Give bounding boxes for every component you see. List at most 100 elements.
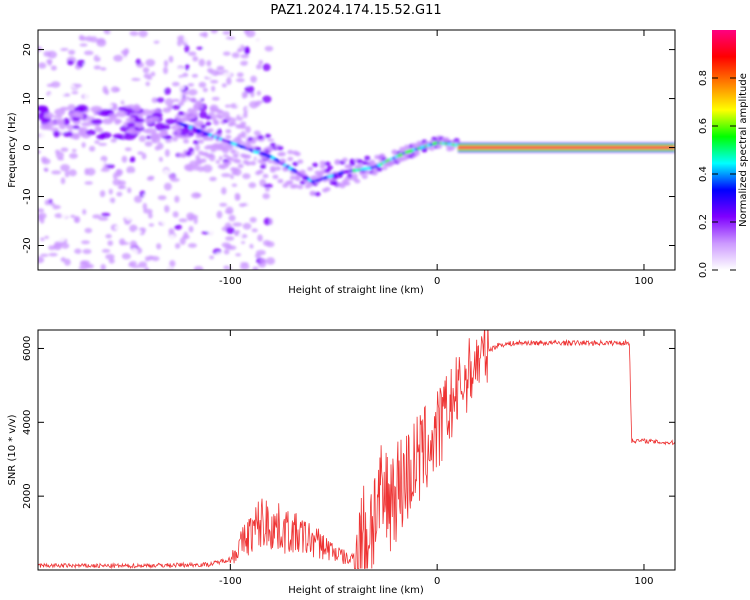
noise-blob	[44, 112, 54, 119]
x-tick-label: 0	[434, 576, 440, 587]
noise-blob	[54, 108, 66, 116]
noise-blob	[159, 129, 169, 137]
noise-blob	[71, 254, 77, 261]
noise-blob	[242, 111, 248, 119]
ridge-blob	[225, 134, 232, 140]
noise-blob	[173, 90, 183, 96]
noise-blob	[244, 80, 250, 87]
noise-blob	[70, 44, 77, 51]
noise-blob	[208, 208, 216, 214]
ridge-blob	[220, 146, 227, 152]
ridge-blob	[364, 170, 371, 175]
noise-blob	[68, 112, 79, 117]
noise-blob	[105, 253, 115, 260]
ridge-blob	[336, 173, 343, 178]
noise-blob	[38, 105, 49, 112]
noise-blob	[74, 50, 84, 58]
noise-blob	[196, 46, 204, 50]
noise-blob	[56, 234, 66, 243]
ridge-blob	[262, 173, 269, 179]
noise-blob	[216, 65, 225, 71]
noise-blob	[123, 56, 133, 60]
noise-blob	[262, 95, 272, 103]
ridge-blob	[232, 167, 239, 172]
noise-blob	[222, 30, 232, 35]
ridge-blob	[369, 159, 376, 165]
ridge-blob	[331, 175, 338, 180]
ridge-blob	[197, 150, 204, 156]
noise-blob	[142, 67, 150, 74]
noise-blob	[100, 67, 107, 71]
noise-blob	[144, 128, 157, 135]
noise-blob	[105, 104, 113, 109]
noise-blob	[131, 77, 141, 81]
noise-blob	[55, 151, 64, 159]
noise-blob	[193, 217, 198, 225]
noise-blob	[229, 174, 235, 180]
noise-blob	[104, 89, 110, 96]
ridge-blob	[279, 158, 286, 164]
noise-blob	[162, 66, 169, 75]
noise-blob	[222, 72, 232, 77]
snr-axis-ticks: -100 0 100 2000 4000 6000	[22, 330, 675, 587]
noise-blob	[94, 140, 100, 144]
noise-blob	[123, 133, 136, 141]
noise-blob	[71, 91, 79, 95]
noise-blob	[48, 93, 55, 101]
ridge-blob	[292, 161, 299, 167]
ridge-blob	[207, 128, 214, 133]
noise-blob	[78, 266, 88, 270]
ridge-blob	[175, 133, 182, 139]
ridge-blob	[240, 124, 247, 129]
noise-blob	[98, 142, 107, 146]
noise-blob	[245, 66, 252, 71]
noise-blob	[44, 205, 54, 210]
ridge-blob	[245, 161, 252, 166]
noise-blob	[86, 167, 96, 176]
noise-blob	[174, 224, 183, 230]
noise-blob	[168, 55, 174, 63]
noise-blob	[124, 147, 132, 152]
noise-blob	[52, 226, 60, 233]
noise-blob	[113, 54, 123, 62]
noise-blob	[48, 252, 59, 257]
ridge-blob	[237, 163, 244, 169]
ridge-blob	[205, 115, 212, 120]
noise-blob	[129, 52, 135, 58]
noise-blob	[246, 107, 251, 111]
noise-blob	[238, 232, 243, 240]
ridge-blob	[210, 106, 217, 112]
ridge-blob	[200, 158, 207, 163]
noise-blob	[231, 126, 237, 131]
ridge-blob	[185, 151, 192, 156]
noise-blob	[258, 60, 264, 65]
noise-blob	[152, 36, 159, 41]
noise-blob	[115, 119, 122, 124]
noise-blob	[107, 240, 114, 246]
noise-blob	[249, 243, 255, 249]
ridge-blob	[356, 159, 363, 164]
noise-blob	[191, 252, 196, 256]
noise-blob	[69, 153, 78, 159]
ridge-blob	[354, 178, 361, 184]
noise-blob	[156, 243, 162, 250]
noise-blob	[225, 206, 234, 215]
noise-blob	[130, 156, 136, 162]
noise-blob	[171, 81, 180, 87]
noise-blob	[239, 263, 250, 270]
noise-blob	[172, 98, 180, 102]
noise-blob	[209, 176, 217, 182]
noise-blob	[101, 249, 111, 253]
noise-blob	[170, 124, 182, 131]
noise-blob	[126, 122, 136, 128]
noise-blob	[96, 134, 106, 140]
noise-blob	[121, 155, 128, 163]
noise-blob	[243, 30, 250, 34]
noise-blob	[105, 234, 112, 239]
ridge-blob	[379, 153, 386, 158]
noise-blob	[135, 235, 145, 243]
colorbar-tick-label: 0.8	[698, 70, 709, 86]
noise-blob	[268, 218, 273, 226]
ridge-blob	[202, 136, 209, 141]
noise-blob	[93, 65, 101, 70]
